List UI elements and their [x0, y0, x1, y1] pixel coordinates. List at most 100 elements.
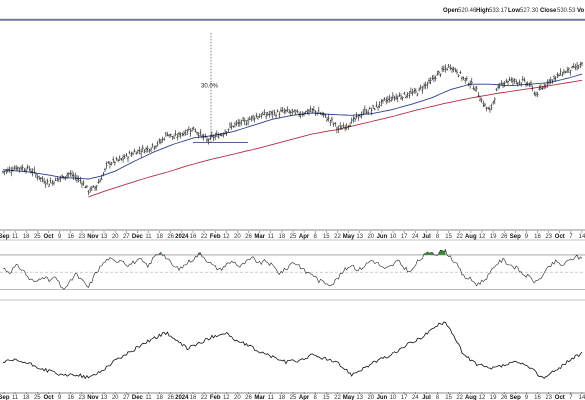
ohlc-bar — [192, 126, 195, 131]
ohlc-bar — [367, 109, 370, 115]
ohlc-bar — [44, 180, 47, 188]
x-tick-label: Aug — [465, 395, 477, 400]
ohlc-bar — [439, 73, 442, 77]
ohlc-bar — [113, 161, 116, 166]
ohlc-bar — [383, 97, 386, 101]
ohlc-bar — [464, 77, 467, 84]
ohlc-bar — [523, 77, 526, 83]
ohlc-bar — [406, 92, 409, 99]
ohlc-bar — [145, 146, 148, 153]
ohlc-bar — [99, 178, 102, 183]
ohlc-bar — [194, 128, 197, 133]
ohlc-bar — [33, 166, 36, 174]
x-tick-label: 27 — [123, 234, 130, 240]
ohlc-bar — [457, 74, 460, 78]
ohlc-bar — [413, 87, 416, 94]
x-tick-label: 26 — [167, 234, 174, 240]
ohlc-bar — [100, 174, 103, 181]
x-tick-label: 8 — [314, 395, 318, 400]
ohlc-bar — [303, 111, 306, 117]
ohlc-bar — [495, 88, 498, 92]
ohlc-bar — [559, 68, 562, 76]
ohlc-bar — [330, 116, 333, 123]
x-tick-label: 25 — [34, 234, 41, 240]
ohlc-bar — [220, 132, 223, 137]
ohlc-bar — [329, 119, 332, 126]
ohlc-bar — [288, 109, 291, 114]
ohlc-bar — [475, 86, 478, 92]
ohlc-bar — [334, 122, 337, 127]
ohlc-bar — [368, 106, 371, 110]
ohlc-bar — [454, 67, 457, 73]
ohlc-bar — [574, 63, 577, 71]
ohlc-bar — [385, 96, 388, 105]
ohlc-bar — [146, 145, 149, 153]
ohlc-bar — [401, 96, 404, 101]
ohlc-bar — [232, 125, 235, 128]
ohlc-bar — [564, 70, 567, 74]
ohlc-bar — [538, 85, 541, 91]
ohlc-bar — [301, 111, 304, 117]
ohlc-bar — [291, 108, 294, 115]
ohlc-bar — [66, 172, 69, 179]
ohlc-bar — [214, 132, 217, 141]
ohlc-bar — [240, 119, 243, 126]
ohlc-bar — [84, 185, 87, 189]
ohlc-bar — [326, 116, 329, 122]
x-tick-label: Sep — [510, 234, 521, 240]
ohlc-bar — [561, 71, 564, 77]
volume-label: Vo — [577, 8, 585, 14]
ohlc-bar — [76, 174, 79, 183]
ohlc-bar — [74, 172, 77, 181]
ohlc-bar — [283, 108, 286, 115]
x-tick-label: 22 — [456, 395, 463, 400]
ohlc-bar — [436, 70, 439, 76]
ohlc-bar — [51, 179, 54, 186]
ohlc-bar — [225, 131, 228, 136]
ohlc-bar — [488, 106, 491, 113]
ohlc-bar — [62, 176, 65, 180]
ohlc-bar — [404, 94, 407, 99]
ohlc-bar — [358, 114, 361, 118]
ohlc-bar — [255, 112, 258, 118]
ohlc-bar — [467, 82, 470, 87]
x-tick-label: Mar — [254, 395, 265, 400]
ohlc-bar — [355, 112, 358, 119]
ohlc-bar — [579, 61, 582, 69]
ohlc-bar — [548, 78, 551, 85]
x-tick-label: Aug — [465, 234, 477, 240]
x-tick-label: 7 — [569, 234, 573, 240]
ohlc-bar — [29, 168, 32, 174]
ohlc-bar — [56, 176, 59, 182]
x-tick-label: May — [343, 234, 355, 240]
ohlc-bar — [447, 64, 450, 69]
x-tick-label: 26 — [501, 395, 508, 400]
ohlc-bar — [556, 72, 559, 79]
ohlc-bar — [424, 81, 427, 90]
ohlc-bar — [518, 79, 521, 86]
ohlc-bar — [296, 109, 299, 114]
ohlc-bar — [321, 111, 324, 116]
x-tick-label: 18 — [156, 395, 163, 400]
ohlc-bar — [446, 67, 449, 71]
ohlc-bar — [544, 84, 547, 89]
x-axis-middle: Sep 11 18 25 Oct 9 16 23 Nov 13 20 27 Dec 11 18 26 2024 1… — [0, 231, 585, 240]
ohlc-bar — [566, 66, 569, 74]
ohlc-bar — [202, 133, 205, 141]
ohlc-bar — [166, 131, 169, 137]
x-tick-label: 11 — [12, 234, 19, 240]
ohlc-bar — [516, 82, 519, 87]
ohlc-bar — [245, 120, 248, 126]
ohlc-bar — [135, 151, 138, 155]
ohlc-bar — [52, 181, 55, 186]
ohlc-bar — [347, 125, 350, 130]
ohlc-bar — [5, 168, 8, 174]
ohlc-bar — [49, 177, 52, 184]
ma50-line — [2, 73, 583, 180]
x-tick-label: Jun — [377, 234, 388, 240]
x-tick-label: 12 — [223, 395, 230, 400]
ohlc-bar — [46, 178, 49, 185]
ohlc-bar — [317, 106, 320, 113]
ohlc-bar — [273, 109, 276, 116]
ohlc-bar — [108, 161, 111, 169]
